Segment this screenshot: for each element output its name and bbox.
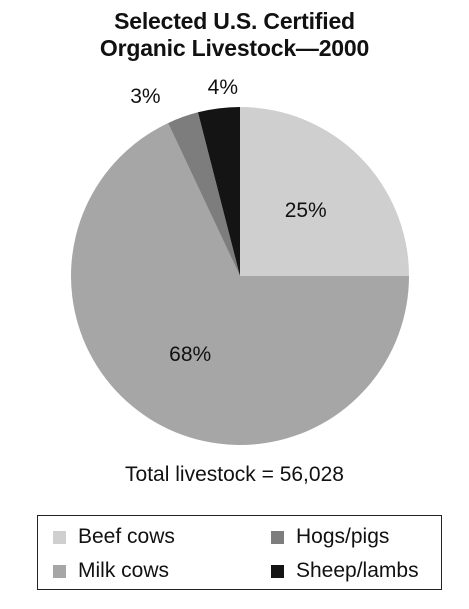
legend-item-sheep-lambs: Sheep/lambs [271, 558, 419, 584]
legend-label-milk-cows: Milk cows [78, 559, 170, 582]
pie-chart: 25% 68% 3% 4% [70, 76, 409, 445]
legend-item-hogs-pigs: Hogs/pigs [271, 524, 389, 550]
pie-slice-beef-cows [240, 107, 409, 276]
data-label-hogs-pigs: 3% [130, 85, 160, 108]
legend-swatch-sheep-lambs [271, 564, 284, 578]
legend-swatch-beef-cows [53, 530, 66, 544]
legend-item-beef-cows: Beef cows [53, 524, 175, 550]
chart-title-line-1: Selected U.S. Certified [114, 8, 355, 34]
chart-title-line-2: Organic Livestock—2000 [99, 35, 370, 61]
pie-slice-milk-cows [70, 123, 409, 445]
legend-label-hogs-pigs: Hogs/pigs [296, 525, 390, 548]
data-label-sheep-lambs: 4% [208, 76, 238, 99]
legend-swatch-milk-cows [53, 564, 66, 578]
legend-label-beef-cows: Beef cows [78, 525, 175, 548]
pie-slice-hogs-pigs [168, 112, 240, 276]
total-livestock-annotation: Total livestock = 56,028 [125, 463, 344, 486]
legend: Beef cows Hogs/pigs Milk cows Sheep/lamb… [37, 515, 442, 590]
pie-slice-sheep-lambs [197, 107, 240, 276]
data-label-milk-cows: 68% [169, 343, 211, 366]
legend-swatch-hogs-pigs [271, 530, 284, 544]
data-label-beef-cows: 25% [285, 199, 327, 222]
legend-item-milk-cows: Milk cows [53, 558, 169, 584]
legend-label-sheep-lambs: Sheep/lambs [296, 559, 419, 582]
